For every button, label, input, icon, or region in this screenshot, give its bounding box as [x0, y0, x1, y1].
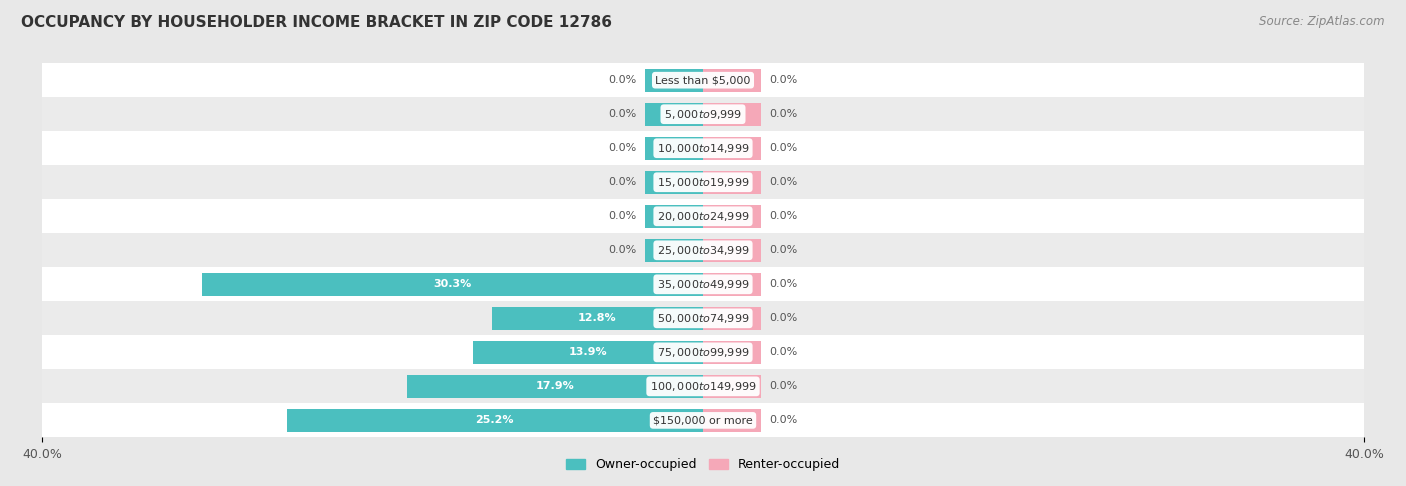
Text: 0.0%: 0.0% [609, 245, 637, 255]
Bar [703, 103, 761, 126]
Bar [42, 369, 1364, 403]
Text: 0.0%: 0.0% [769, 211, 797, 221]
Bar [408, 375, 703, 398]
Bar [42, 403, 1364, 437]
Text: Source: ZipAtlas.com: Source: ZipAtlas.com [1260, 15, 1385, 28]
Text: OCCUPANCY BY HOUSEHOLDER INCOME BRACKET IN ZIP CODE 12786: OCCUPANCY BY HOUSEHOLDER INCOME BRACKET … [21, 15, 612, 30]
Text: $35,000 to $49,999: $35,000 to $49,999 [657, 278, 749, 291]
Bar [42, 131, 1364, 165]
Text: Less than $5,000: Less than $5,000 [655, 75, 751, 85]
Bar [645, 103, 703, 126]
Bar [42, 63, 1364, 97]
Text: 0.0%: 0.0% [769, 382, 797, 391]
Text: 25.2%: 25.2% [475, 416, 515, 425]
Bar [645, 205, 703, 228]
Bar [703, 341, 761, 364]
Bar [703, 171, 761, 194]
Bar [703, 273, 761, 296]
Text: 0.0%: 0.0% [609, 109, 637, 119]
Text: $75,000 to $99,999: $75,000 to $99,999 [657, 346, 749, 359]
Text: 0.0%: 0.0% [769, 143, 797, 153]
Text: 0.0%: 0.0% [769, 347, 797, 357]
Bar [645, 137, 703, 160]
Text: 0.0%: 0.0% [609, 75, 637, 85]
Text: $20,000 to $24,999: $20,000 to $24,999 [657, 210, 749, 223]
Text: 0.0%: 0.0% [769, 177, 797, 187]
Bar [474, 341, 703, 364]
Bar [703, 137, 761, 160]
Bar [645, 171, 703, 194]
Text: $100,000 to $149,999: $100,000 to $149,999 [650, 380, 756, 393]
Bar [42, 199, 1364, 233]
Bar [645, 239, 703, 262]
Bar [703, 69, 761, 92]
Text: 0.0%: 0.0% [609, 143, 637, 153]
Bar [42, 267, 1364, 301]
Bar [42, 301, 1364, 335]
Bar [703, 375, 761, 398]
Bar [703, 409, 761, 432]
Bar [42, 335, 1364, 369]
Text: 17.9%: 17.9% [536, 382, 575, 391]
Text: 0.0%: 0.0% [609, 177, 637, 187]
Text: 0.0%: 0.0% [769, 279, 797, 289]
Bar [42, 165, 1364, 199]
Bar [645, 69, 703, 92]
Text: 30.3%: 30.3% [433, 279, 472, 289]
Text: $15,000 to $19,999: $15,000 to $19,999 [657, 176, 749, 189]
Text: 0.0%: 0.0% [609, 211, 637, 221]
Bar [42, 97, 1364, 131]
Text: 0.0%: 0.0% [769, 245, 797, 255]
Legend: Owner-occupied, Renter-occupied: Owner-occupied, Renter-occupied [561, 453, 845, 476]
Text: $10,000 to $14,999: $10,000 to $14,999 [657, 142, 749, 155]
Bar [42, 233, 1364, 267]
Bar [703, 307, 761, 330]
Text: 0.0%: 0.0% [769, 109, 797, 119]
Bar [202, 273, 703, 296]
Bar [492, 307, 703, 330]
Bar [287, 409, 703, 432]
Text: $5,000 to $9,999: $5,000 to $9,999 [664, 108, 742, 121]
Text: $50,000 to $74,999: $50,000 to $74,999 [657, 312, 749, 325]
Text: 13.9%: 13.9% [569, 347, 607, 357]
Text: 12.8%: 12.8% [578, 313, 617, 323]
Bar [703, 239, 761, 262]
Text: $150,000 or more: $150,000 or more [654, 416, 752, 425]
Text: 0.0%: 0.0% [769, 75, 797, 85]
Bar [703, 205, 761, 228]
Text: $25,000 to $34,999: $25,000 to $34,999 [657, 244, 749, 257]
Text: 0.0%: 0.0% [769, 313, 797, 323]
Text: 0.0%: 0.0% [769, 416, 797, 425]
